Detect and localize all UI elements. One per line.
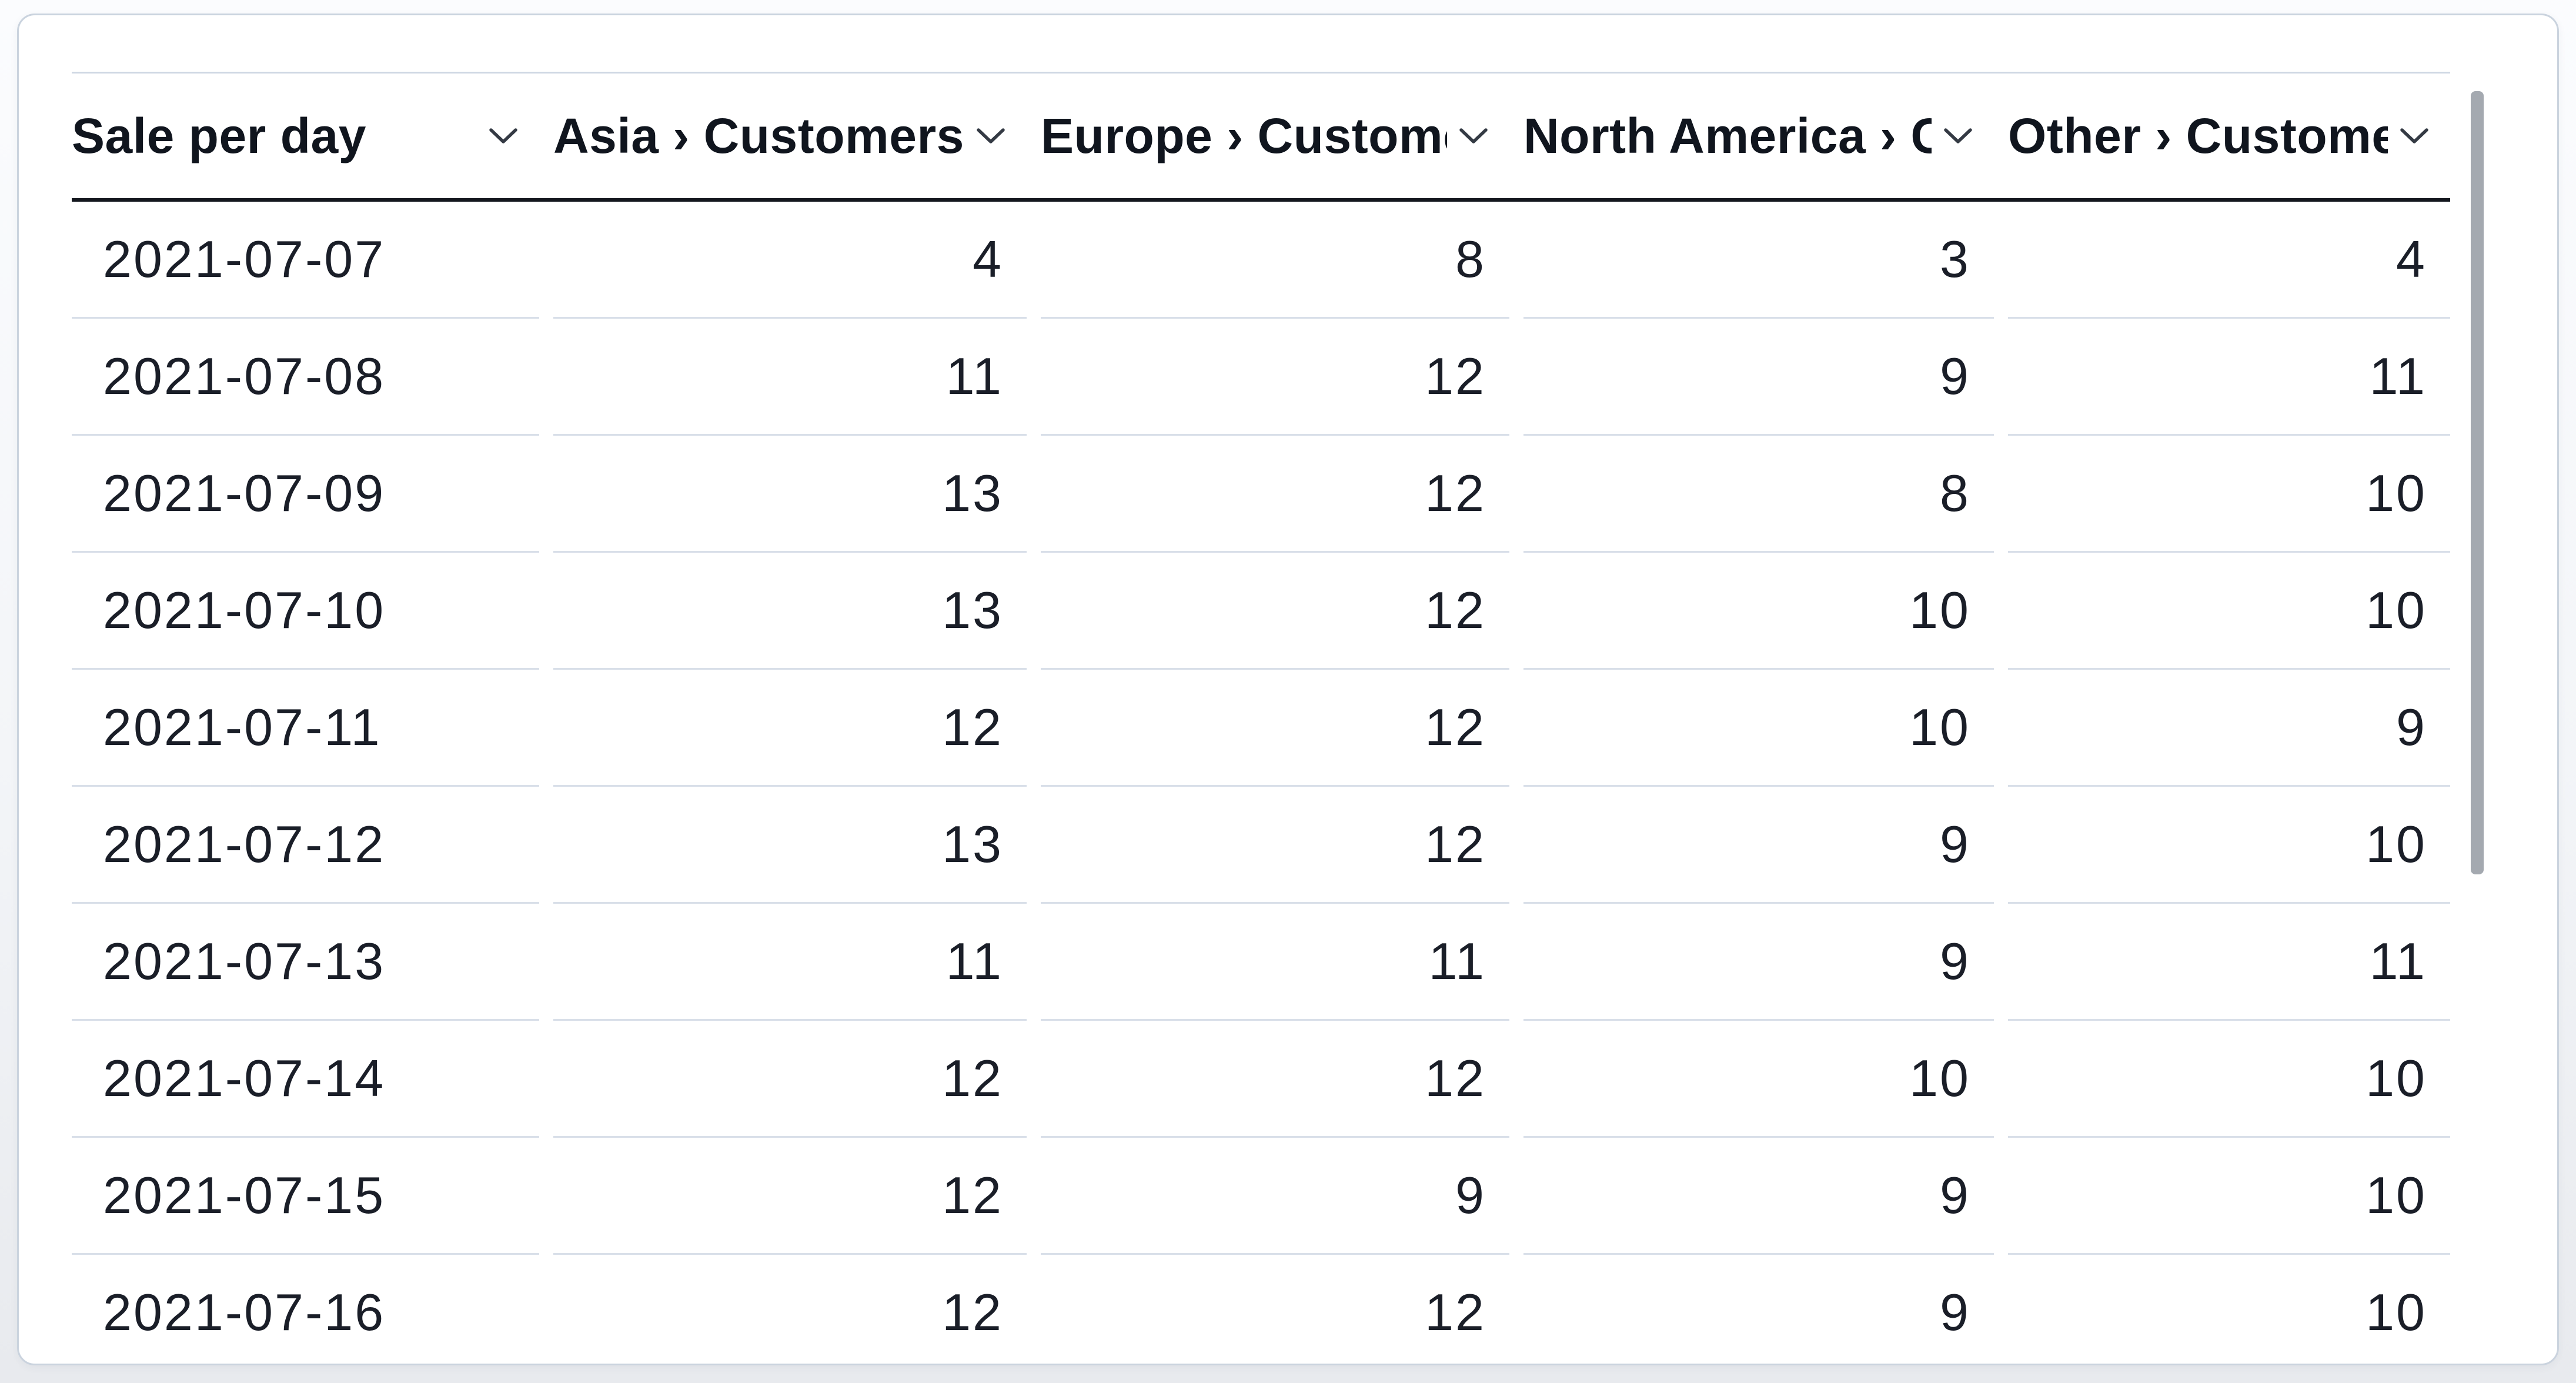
cell-value[interactable]: 9 [1523, 319, 1994, 436]
cell-value[interactable]: 10 [2008, 1255, 2450, 1364]
cell-value[interactable]: 13 [553, 436, 1027, 553]
cell-value[interactable]: 9 [1523, 904, 1994, 1021]
cell-value[interactable]: 10 [1523, 1021, 1994, 1138]
chevron-down-icon[interactable] [1942, 126, 1974, 146]
cell-value[interactable]: 9 [1523, 1138, 1994, 1255]
cell-value[interactable]: 10 [2008, 1021, 2450, 1138]
chevron-down-icon[interactable] [487, 126, 519, 146]
column-header-label: Asia › Customers [553, 108, 964, 163]
cell-value[interactable]: 9 [1523, 1255, 1994, 1364]
cell-date[interactable]: 2021-07-16 [72, 1255, 539, 1364]
cell-value[interactable]: 12 [1041, 1255, 1509, 1364]
table-row: 2021-07-12 13 12 9 10 [72, 787, 2450, 904]
cell-value[interactable]: 4 [553, 202, 1027, 319]
table-row: 2021-07-16 12 12 9 10 [72, 1255, 2450, 1364]
cell-value[interactable]: 12 [1041, 787, 1509, 904]
cell-value[interactable]: 10 [2008, 1138, 2450, 1255]
table-body: 2021-07-07 4 8 3 4 2021-07-08 11 12 9 11 2021-07-0… [72, 202, 2450, 1364]
cell-date[interactable]: 2021-07-10 [72, 553, 539, 670]
table-header-row: Sale per day Asia › Customers Europe › Cus… [72, 72, 2450, 202]
cell-value[interactable]: 8 [1041, 202, 1509, 319]
chevron-down-icon[interactable] [2398, 126, 2430, 146]
table-row: 2021-07-10 13 12 10 10 [72, 553, 2450, 670]
column-header-1[interactable]: Asia › Customers [553, 74, 1027, 198]
cell-date[interactable]: 2021-07-09 [72, 436, 539, 553]
cell-date[interactable]: 2021-07-07 [72, 202, 539, 319]
cell-value[interactable]: 13 [553, 553, 1027, 670]
cell-value[interactable]: 13 [553, 787, 1027, 904]
cell-value[interactable]: 10 [1523, 553, 1994, 670]
cell-date[interactable]: 2021-07-11 [72, 670, 539, 787]
cell-value[interactable]: 12 [553, 670, 1027, 787]
cell-value[interactable]: 3 [1523, 202, 1994, 319]
vertical-scrollbar-thumb[interactable] [2471, 91, 2484, 874]
chevron-down-icon[interactable] [975, 126, 1007, 146]
column-header-2[interactable]: Europe › Customers [1041, 74, 1509, 198]
column-header-label: Other › Customers [2008, 108, 2388, 163]
cell-date[interactable]: 2021-07-14 [72, 1021, 539, 1138]
cell-value[interactable]: 9 [1041, 1138, 1509, 1255]
cell-value[interactable]: 8 [1523, 436, 1994, 553]
cell-value[interactable]: 12 [553, 1138, 1027, 1255]
cell-value[interactable]: 4 [2008, 202, 2450, 319]
table-row: 2021-07-15 12 9 9 10 [72, 1138, 2450, 1255]
cell-date[interactable]: 2021-07-08 [72, 319, 539, 436]
cell-value[interactable]: 12 [1041, 436, 1509, 553]
cell-value[interactable]: 11 [553, 904, 1027, 1021]
column-header-label: North America › Customers [1523, 108, 1932, 163]
table-scroll-area: Sale per day Asia › Customers Europe › Cus… [72, 72, 2450, 1364]
column-header-4[interactable]: Other › Customers [2008, 74, 2450, 198]
cell-value[interactable]: 9 [1523, 787, 1994, 904]
cell-date[interactable]: 2021-07-13 [72, 904, 539, 1021]
table-row: 2021-07-08 11 12 9 11 [72, 319, 2450, 436]
cell-value[interactable]: 11 [553, 319, 1027, 436]
cell-value[interactable]: 12 [1041, 1021, 1509, 1138]
cell-value[interactable]: 9 [2008, 670, 2450, 787]
cell-date[interactable]: 2021-07-12 [72, 787, 539, 904]
column-header-label: Sale per day [72, 108, 366, 163]
table-row: 2021-07-14 12 12 10 10 [72, 1021, 2450, 1138]
chevron-down-icon[interactable] [1458, 126, 1489, 146]
table-row: 2021-07-13 11 11 9 11 [72, 904, 2450, 1021]
cell-value[interactable]: 10 [2008, 553, 2450, 670]
cell-value[interactable]: 12 [1041, 319, 1509, 436]
sale-per-day-table-card: Sale per day Asia › Customers Europe › Cus… [17, 14, 2559, 1365]
cell-value[interactable]: 12 [553, 1021, 1027, 1138]
cell-value[interactable]: 11 [2008, 319, 2450, 436]
table-row: 2021-07-07 4 8 3 4 [72, 202, 2450, 319]
cell-date[interactable]: 2021-07-15 [72, 1138, 539, 1255]
cell-value[interactable]: 12 [553, 1255, 1027, 1364]
cell-value[interactable]: 10 [2008, 787, 2450, 904]
column-header-3[interactable]: North America › Customers [1523, 74, 1994, 198]
cell-value[interactable]: 10 [2008, 436, 2450, 553]
cell-value[interactable]: 11 [1041, 904, 1509, 1021]
column-header-label: Europe › Customers [1041, 108, 1447, 163]
cell-value[interactable]: 12 [1041, 553, 1509, 670]
cell-value[interactable]: 12 [1041, 670, 1509, 787]
table-row: 2021-07-11 12 12 10 9 [72, 670, 2450, 787]
cell-value[interactable]: 10 [1523, 670, 1994, 787]
cell-value[interactable]: 11 [2008, 904, 2450, 1021]
table-row: 2021-07-09 13 12 8 10 [72, 436, 2450, 553]
column-header-0[interactable]: Sale per day [72, 74, 539, 198]
